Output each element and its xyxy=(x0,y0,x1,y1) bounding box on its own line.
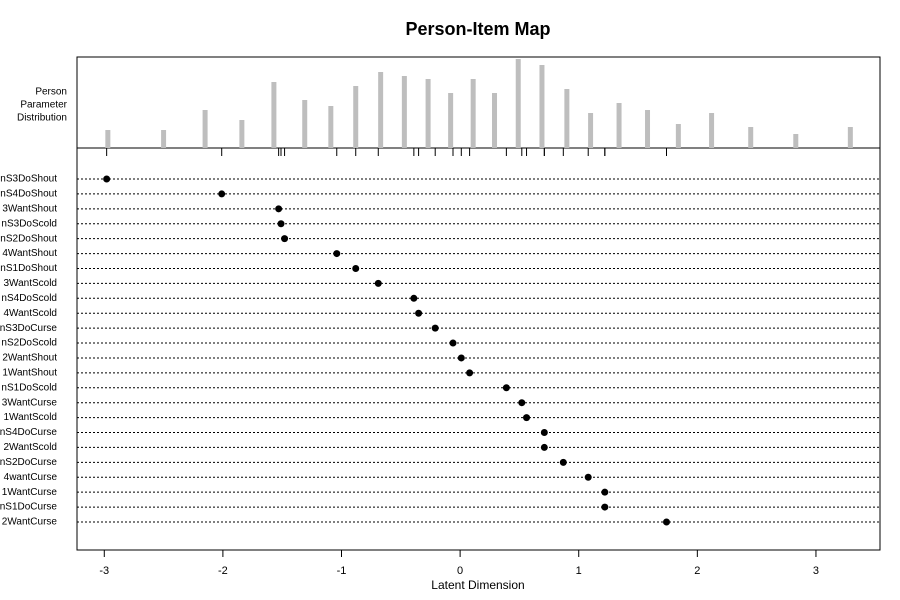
distribution-bar xyxy=(847,127,853,148)
item-point xyxy=(457,354,465,362)
item-label: 4WantScold xyxy=(3,308,57,319)
distribution-bar xyxy=(202,110,208,148)
item-point xyxy=(103,175,111,183)
item-label: nS2DoShout xyxy=(0,233,57,244)
item-label: 2WantScold xyxy=(3,442,57,453)
item-label: 3WantShout xyxy=(2,203,57,214)
item-point xyxy=(540,429,548,437)
distribution-bar xyxy=(470,79,476,148)
distribution-panel xyxy=(76,56,881,149)
item-point xyxy=(374,279,382,287)
distribution-bar xyxy=(401,76,407,148)
item-label: 4wantCurse xyxy=(4,472,58,483)
item-label: 2WantShout xyxy=(2,353,57,364)
x-tick-label: -3 xyxy=(99,565,109,577)
item-point xyxy=(601,503,609,511)
y-axis-label: Person xyxy=(35,87,67,98)
distribution-bar xyxy=(748,127,754,148)
item-point xyxy=(540,443,548,451)
item-label: nS1DoShout xyxy=(0,263,57,274)
x-tick-label: 0 xyxy=(457,565,463,577)
distribution-bar xyxy=(271,82,277,148)
item-point xyxy=(601,488,609,496)
item-label: 1WantScold xyxy=(3,412,57,423)
distribution-bar xyxy=(564,89,570,148)
item-point xyxy=(466,369,474,377)
distribution-bar xyxy=(239,120,245,148)
distribution-bar xyxy=(515,59,521,148)
distribution-bar xyxy=(616,103,622,148)
item-point xyxy=(277,220,285,228)
item-label: nS3DoScold xyxy=(1,218,57,229)
item-label: 1WantCurse xyxy=(2,487,58,498)
distribution-bar xyxy=(448,93,454,148)
item-point xyxy=(502,384,510,392)
item-point xyxy=(518,399,526,407)
item-point xyxy=(333,250,341,258)
item-panel xyxy=(76,147,881,551)
distribution-bar xyxy=(492,93,498,148)
x-tick-label: -2 xyxy=(218,565,228,577)
x-tick-label: -1 xyxy=(337,565,347,577)
distribution-bar xyxy=(302,100,308,148)
distribution-bar xyxy=(645,110,651,148)
distribution-bar xyxy=(328,106,334,148)
item-label: nS2DoCurse xyxy=(0,457,57,468)
item-label: nS4DoShout xyxy=(0,189,57,200)
item-label: nS1DoScold xyxy=(1,382,57,393)
item-point xyxy=(415,309,423,317)
item-label: nS2DoScold xyxy=(1,338,57,349)
item-label: 4WantShout xyxy=(2,248,57,259)
distribution-bar xyxy=(793,134,799,148)
item-point xyxy=(275,205,283,213)
item-point xyxy=(523,414,531,422)
item-label: 2WantCurse xyxy=(2,517,58,528)
item-label: nS3DoShout xyxy=(0,174,57,185)
x-tick-label: 3 xyxy=(813,565,819,577)
distribution-bar xyxy=(539,65,545,148)
item-label: 3WantScold xyxy=(3,278,57,289)
item-label: nS1DoCurse xyxy=(0,502,57,513)
item-point xyxy=(559,458,567,466)
item-label: 1WantShout xyxy=(2,368,57,379)
item-point xyxy=(662,518,670,526)
y-axis-label: Distribution xyxy=(17,113,67,124)
x-tick-label: 1 xyxy=(576,565,582,577)
chart-title: Person-Item Map xyxy=(405,19,550,39)
item-label: 3WantCurse xyxy=(2,397,58,408)
distribution-bar xyxy=(709,113,715,148)
item-point xyxy=(218,190,226,198)
item-point xyxy=(449,339,457,347)
distribution-bar xyxy=(161,130,167,148)
distribution-bar xyxy=(105,130,111,148)
item-label: nS3DoCurse xyxy=(0,323,57,334)
distribution-bar xyxy=(588,113,594,148)
x-axis-label: Latent Dimension xyxy=(431,578,524,592)
distribution-bar xyxy=(378,72,384,148)
distribution-bar xyxy=(675,124,681,148)
item-point xyxy=(352,264,360,272)
distribution-bar xyxy=(353,86,359,148)
item-point xyxy=(431,324,439,332)
item-point xyxy=(281,235,289,243)
item-label: nS4DoCurse xyxy=(0,427,57,438)
item-label: nS4DoScold xyxy=(1,293,57,304)
y-axis-label: Parameter xyxy=(20,100,67,111)
item-point xyxy=(584,473,592,481)
item-point xyxy=(410,294,418,302)
distribution-bar xyxy=(425,79,431,148)
x-tick-label: 2 xyxy=(694,565,700,577)
